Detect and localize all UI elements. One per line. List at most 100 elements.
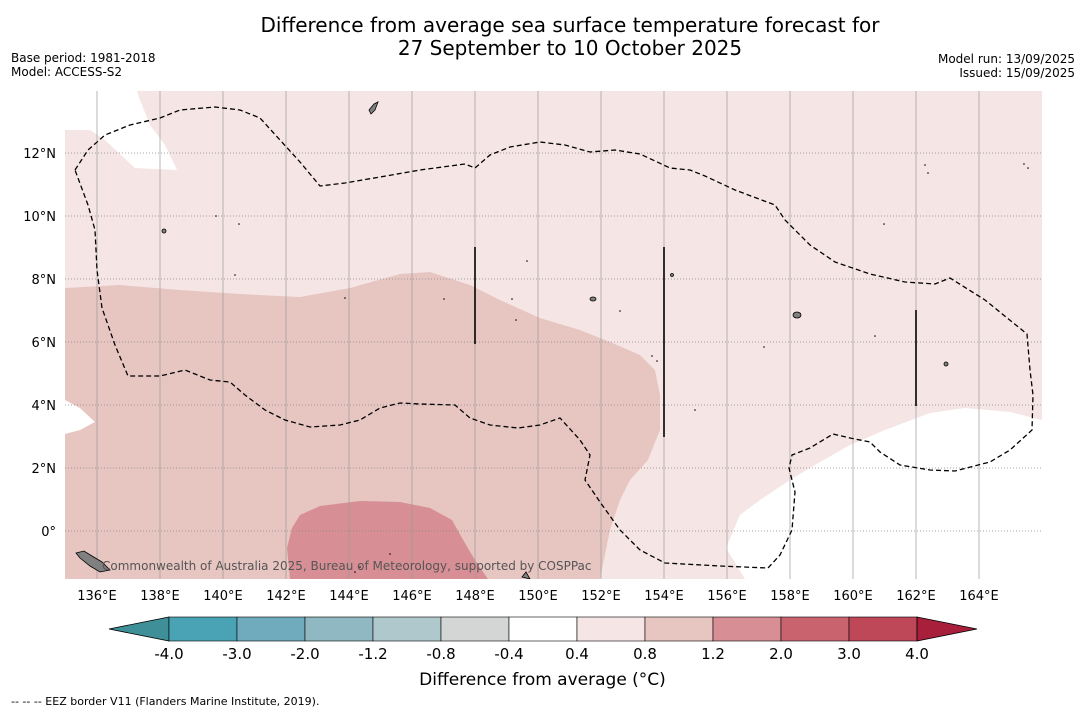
base-period: Base period: 1981-2018 <box>11 51 156 65</box>
colorbar-low-extend <box>108 616 170 642</box>
atoll-10 <box>651 355 653 357</box>
island-guam <box>368 101 379 115</box>
islands <box>75 101 949 579</box>
atoll-14 <box>874 335 876 337</box>
lon-label: 152°E <box>581 589 621 604</box>
lon-label: 144°E <box>329 589 369 604</box>
meta-left: Base period: 1981-2018 Model: ACCESS-S2 <box>11 51 156 79</box>
atoll-22 <box>359 566 361 568</box>
lat-label: 0° <box>41 525 56 540</box>
atoll-16 <box>924 164 926 166</box>
lat-label: 12°N <box>23 147 56 162</box>
map-area: Commonwealth of Australia 2025, Bureau o… <box>65 91 1042 579</box>
atoll-20 <box>389 553 391 555</box>
atoll-2 <box>238 223 240 225</box>
colorbar-tick: -0.8 <box>426 645 455 663</box>
lat-label: 6°N <box>32 336 57 351</box>
colorbar-tick: 1.2 <box>701 645 725 663</box>
atoll-6 <box>511 298 513 300</box>
title-line-1: Difference from average sea surface temp… <box>260 13 880 37</box>
longitude-labels: 136°E 138°E 140°E 142°E 144°E 146°E 148°E 150°E… <box>77 589 999 604</box>
lon-label: 142°E <box>266 589 306 604</box>
graticule <box>65 91 1042 579</box>
lon-label: 162°E <box>896 589 936 604</box>
lat-label: 10°N <box>23 210 56 225</box>
island-yap <box>161 228 167 234</box>
colorbar-tick: 0.8 <box>633 645 657 663</box>
island-small-1 <box>670 273 674 277</box>
colorbar-tick: -0.4 <box>494 645 523 663</box>
colorbar-segment <box>712 616 782 642</box>
colorbar-segment <box>780 616 850 642</box>
atoll-12 <box>694 409 696 411</box>
lon-label: 140°E <box>203 589 243 604</box>
meta-right: Model run: 13/09/2025 Issued: 15/09/2025 <box>938 52 1075 80</box>
lon-label: 148°E <box>455 589 495 604</box>
atoll-17 <box>927 172 929 174</box>
lon-label: 136°E <box>77 589 117 604</box>
island-new-guinea-tip <box>75 550 111 573</box>
atoll-11 <box>656 360 658 362</box>
issued-date: Issued: 15/09/2025 <box>959 66 1075 80</box>
island-manus <box>521 571 531 579</box>
colorbar-segment <box>236 616 306 642</box>
lon-label: 138°E <box>140 589 180 604</box>
model-name: Model: ACCESS-S2 <box>11 65 123 79</box>
colorbar-segment <box>168 616 238 642</box>
colorbar-segment <box>508 616 578 642</box>
colorbar-tick: 0.4 <box>565 645 589 663</box>
anomaly-neutral-west <box>65 400 95 434</box>
lat-label: 8°N <box>32 273 57 288</box>
atoll-4 <box>344 297 346 299</box>
colorbar-segment <box>372 616 442 642</box>
atoll-21 <box>354 571 356 573</box>
colorbar-label: Difference from average (°C) <box>419 670 666 690</box>
colorbar-tick: -3.0 <box>222 645 251 663</box>
anomaly-neutral-northwest <box>65 91 177 170</box>
lon-label: 158°E <box>770 589 810 604</box>
colorbar-tick: 3.0 <box>837 645 861 663</box>
credit-text: Commonwealth of Australia 2025, Bureau o… <box>102 559 592 573</box>
eez-footnote: -- -- -- EEZ border V11 (Flanders Marine… <box>11 695 320 708</box>
anomaly-0.8-1.2-region <box>65 272 660 579</box>
colorbar-segment <box>304 616 374 642</box>
atoll-18 <box>1023 163 1025 165</box>
eez-border-outline <box>74 106 1034 569</box>
map-title: Difference from average sea surface temp… <box>0 14 1085 60</box>
colorbar-segment <box>848 616 918 642</box>
colorbar-tick: 4.0 <box>905 645 929 663</box>
atoll-7 <box>526 260 528 262</box>
lon-label: 150°E <box>518 589 558 604</box>
atoll-9 <box>619 310 621 312</box>
atoll-19 <box>1027 167 1029 169</box>
lat-label: 4°N <box>32 399 57 414</box>
island-chuuk <box>589 296 597 302</box>
colorbar-tick: -1.2 <box>358 645 387 663</box>
atoll-15 <box>883 223 885 225</box>
island-pohnpei <box>792 311 802 319</box>
colorbar-segment <box>644 616 714 642</box>
colorbar-segment <box>440 616 510 642</box>
anomaly-1.2-2.0-region <box>287 501 488 579</box>
atoll-8 <box>515 319 517 321</box>
lon-label: 160°E <box>833 589 873 604</box>
title-line-2: 27 September to 10 October 2025 <box>397 36 743 60</box>
colorbar-tick: -4.0 <box>154 645 183 663</box>
colorbar-high-extend <box>916 616 978 642</box>
lat-label: 2°N <box>32 462 57 477</box>
atoll-13 <box>763 346 765 348</box>
atoll-5 <box>443 298 445 300</box>
atolls <box>215 163 1029 573</box>
model-run: Model run: 13/09/2025 <box>937 52 1075 66</box>
lon-label: 156°E <box>707 589 747 604</box>
lon-label: 146°E <box>392 589 432 604</box>
colorbar: -4.0 -3.0 -2.0 -1.2 -0.8 -0.4 0.4 0.8 1.2 2.0 3.0 4… <box>108 616 978 663</box>
atoll-1 <box>234 274 236 276</box>
latitude-labels: 12°N 10°N 8°N 6°N 4°N 2°N 0° <box>23 147 56 540</box>
atoll-3 <box>215 215 217 217</box>
lon-label: 154°E <box>644 589 684 604</box>
island-kosrae <box>943 361 949 367</box>
anomaly-neutral-southeast <box>726 408 1042 579</box>
colorbar-tick: 2.0 <box>769 645 793 663</box>
